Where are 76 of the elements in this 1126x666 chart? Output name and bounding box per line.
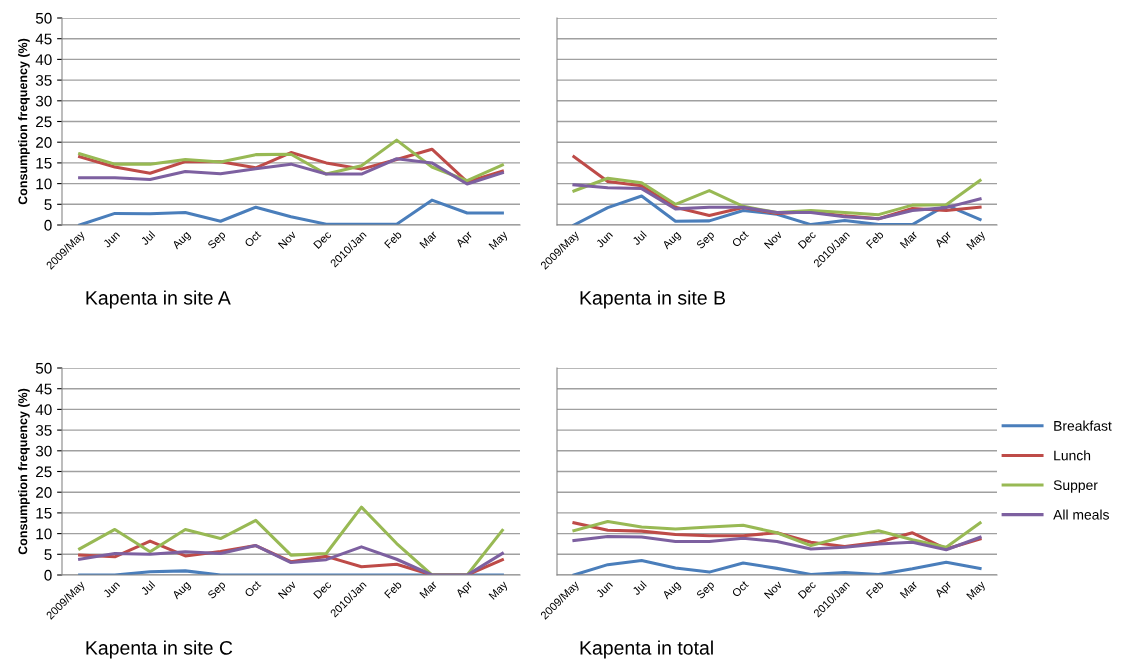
x-tick-label: Mar xyxy=(899,230,919,249)
x-tick-label: Jul xyxy=(140,580,156,596)
y-tick-label: 50 xyxy=(35,362,52,374)
y-tick-label: 5 xyxy=(44,199,52,210)
x-tick-label: Jun xyxy=(102,580,121,599)
y-tick-label: 50 xyxy=(35,12,52,24)
x-tick-label: Jun xyxy=(595,580,614,599)
text: Kapenta in total xyxy=(580,640,713,659)
y-tick-label: 0 xyxy=(44,219,52,231)
x-tick-label: Nov xyxy=(277,230,297,249)
y-tick-label: 40 xyxy=(35,54,52,66)
x-tick-label: Dec xyxy=(797,230,817,249)
x-tick-label: Oct xyxy=(731,230,749,248)
y-tick-label: 15 xyxy=(36,157,52,169)
x-tick-label: Feb xyxy=(383,580,403,599)
text: Kapenta in site B xyxy=(580,290,725,309)
text: Kapenta in site A xyxy=(86,290,231,309)
y-tick-label: 10 xyxy=(36,528,52,540)
x-tick-label: Mar xyxy=(419,230,438,249)
x-tick-label: Sep xyxy=(207,580,228,601)
x-tick-label: Nov xyxy=(763,580,783,599)
x-tick-label: Jul xyxy=(140,230,156,246)
y-tick-label: 30 xyxy=(35,445,52,457)
x-tick-label: Sep xyxy=(695,580,717,601)
x-tick-label: Nov xyxy=(277,580,297,599)
y-tick-label: 35 xyxy=(35,424,52,436)
y-tick-label: 25 xyxy=(36,466,52,478)
line-series xyxy=(78,505,504,575)
x-tick-label: Oct xyxy=(244,230,262,248)
y-tick-label: 45 xyxy=(35,33,52,45)
x-tick-label: Oct xyxy=(244,580,262,598)
x-tick-label: Jun xyxy=(595,230,614,249)
y-tick-label: 5 xyxy=(44,549,52,560)
y-tick-label: 25 xyxy=(36,116,52,128)
x-tick-label: Apr xyxy=(455,230,475,250)
line-series xyxy=(78,198,504,225)
y-tick-label: 30 xyxy=(35,95,52,107)
y-tick-label: 45 xyxy=(35,383,52,395)
x-tick-label: Sep xyxy=(695,230,717,251)
x-tick-label: Feb xyxy=(383,230,403,249)
x-tick-label: Apr xyxy=(934,580,954,600)
x-tick-label: Feb xyxy=(865,230,884,249)
x-tick-label: Dec xyxy=(313,230,332,249)
line-series xyxy=(78,138,504,183)
y-tick-label: 0 xyxy=(44,569,52,581)
y-tick-label: 15 xyxy=(36,507,52,519)
x-tick-label: Oct xyxy=(731,580,749,598)
x-tick-label: Feb xyxy=(865,580,884,599)
x-tick-label: Apr xyxy=(934,230,954,250)
y-tick-label: 20 xyxy=(36,137,52,148)
x-tick-label: Jun xyxy=(102,230,121,249)
x-tick-label: Mar xyxy=(419,580,438,599)
x-tick-label: Aug xyxy=(171,580,193,602)
text: Kapenta in site C xyxy=(86,640,233,659)
line-series xyxy=(78,157,504,186)
y-axis-title: Consumption frequency (%) xyxy=(18,388,30,555)
y-axis-title: Consumption frequency (%) xyxy=(18,38,30,205)
legend-label: Lunch xyxy=(1054,450,1091,461)
x-tick-label: Apr xyxy=(455,580,475,600)
y-tick-label: 10 xyxy=(36,178,52,190)
x-tick-label: Aug xyxy=(661,230,683,252)
y-tick-label: 20 xyxy=(36,487,52,498)
x-tick-label: Mar xyxy=(899,580,919,599)
legend-label: Supper xyxy=(1053,480,1098,493)
x-tick-label: Sep xyxy=(207,230,228,251)
legend-label: Breakfast xyxy=(1054,420,1112,431)
x-tick-label: Dec xyxy=(797,580,817,599)
x-tick-label: Dec xyxy=(313,580,332,599)
legend-label: All meals xyxy=(1053,509,1109,520)
y-tick-label: 35 xyxy=(35,74,52,86)
x-tick-label: Aug xyxy=(661,580,683,602)
x-tick-label: Aug xyxy=(171,230,193,252)
x-tick-label: Nov xyxy=(763,230,783,249)
y-tick-label: 40 xyxy=(35,404,52,416)
x-tick-label: Jul xyxy=(631,580,647,596)
x-tick-label: Jul xyxy=(631,230,647,246)
